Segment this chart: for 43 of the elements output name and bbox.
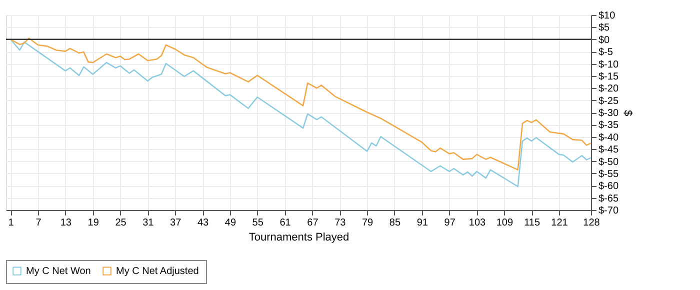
y-tick-label: $-65 (598, 193, 619, 204)
x-tick-label: 25 (115, 218, 127, 228)
y-tick-label: $-5 (598, 47, 614, 58)
y-tick-label: $-20 (598, 84, 619, 95)
x-tick-label: 79 (362, 218, 374, 228)
x-tick-label: 61 (280, 218, 292, 228)
x-tick-label: 121 (551, 218, 568, 228)
x-tick-label: 43 (197, 218, 210, 228)
x-tick-label: 7 (36, 218, 42, 228)
y-tick-label: $-15 (598, 71, 619, 82)
y-tick-label: $-45 (598, 144, 619, 156)
x-tick-label: 1 (8, 218, 14, 228)
y-tick-label: $-35 (598, 120, 619, 132)
x-tick-label: 13 (60, 218, 72, 228)
legend-label: My C Net Adjusted (116, 266, 199, 278)
x-tick-label: 109 (496, 218, 514, 228)
y-tick-label: $10 (598, 10, 616, 22)
x-tick-label: 31 (142, 218, 154, 228)
x-tick-label: 115 (524, 218, 540, 228)
y-tick-label: $-10 (598, 59, 619, 70)
legend-label: My C Net Won (26, 266, 91, 278)
x-tick-label: 103 (468, 218, 486, 228)
y-tick-label: $-40 (598, 132, 619, 144)
x-tick-label: 37 (170, 218, 182, 228)
x-axis-title: Tournaments Played (248, 232, 350, 244)
x-tick-label: 55 (252, 218, 264, 228)
y-tick-label: $-30 (598, 108, 619, 119)
x-tick-label: 91 (416, 218, 428, 228)
y-tick-label: $-25 (598, 96, 619, 107)
x-tick-label: 73 (334, 218, 346, 228)
x-tick-label: 128 (583, 218, 600, 228)
y-axis-title: $ (622, 110, 634, 116)
y-tick-label: $-50 (598, 156, 619, 168)
y-tick-label: $-55 (598, 168, 619, 180)
y-tick-label: $0 (598, 34, 610, 46)
y-tick-label: $-60 (598, 181, 619, 192)
x-tick-label: 19 (88, 218, 100, 228)
x-tick-label: 97 (444, 218, 456, 228)
y-tick-label: $5 (598, 22, 610, 34)
x-tick-label: 49 (224, 218, 236, 228)
y-tick-label: $-70 (598, 206, 619, 216)
x-tick-label: 67 (307, 218, 319, 228)
x-tick-label: 85 (389, 218, 401, 228)
